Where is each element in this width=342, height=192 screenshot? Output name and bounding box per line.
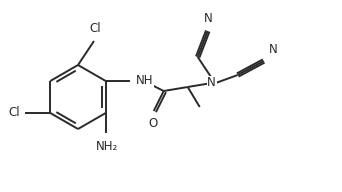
Text: N: N [204, 12, 213, 25]
Text: Cl: Cl [9, 107, 20, 119]
Text: NH₂: NH₂ [95, 140, 118, 153]
Text: O: O [148, 117, 157, 130]
Text: N: N [269, 43, 277, 56]
Text: NH: NH [136, 74, 153, 88]
Text: N: N [207, 76, 216, 89]
Text: Cl: Cl [89, 22, 101, 35]
